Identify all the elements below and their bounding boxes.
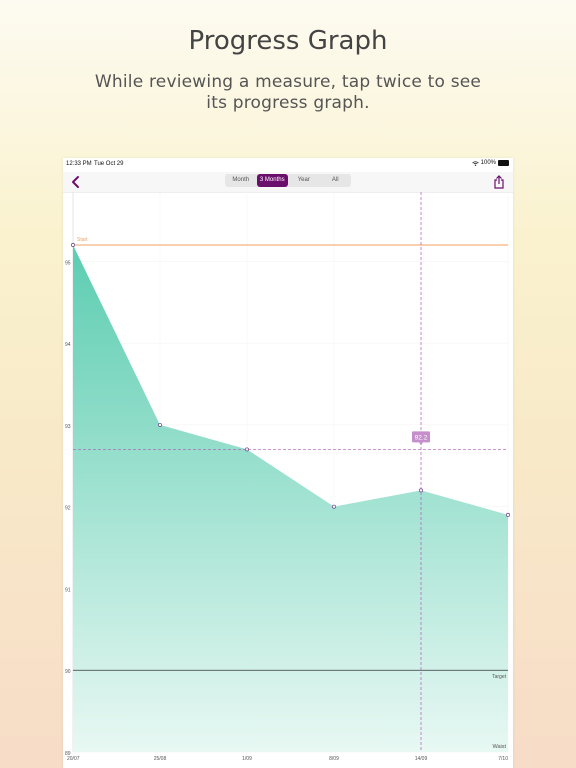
status-bar: 12:33 PM Tue Oct 29 100%	[63, 158, 513, 172]
share-icon[interactable]	[493, 175, 505, 189]
promo-title: Progress Graph	[188, 26, 388, 56]
y-tick-label: 93	[65, 424, 71, 430]
data-point[interactable]	[506, 512, 510, 517]
target-label: Target	[492, 674, 507, 680]
y-tick-label: 90	[65, 669, 71, 675]
nav-bar: Month 3 Months Year All	[63, 172, 513, 193]
tooltip-pointer	[419, 442, 423, 446]
y-tick-label: 89	[65, 751, 71, 757]
x-tick-label: 1/09	[242, 756, 252, 762]
x-tick-label: 7/10	[498, 756, 508, 762]
range-segmented-control: Month 3 Months Year All	[225, 174, 351, 187]
status-indicators: 100%	[471, 160, 509, 166]
device-screen: 12:33 PM Tue Oct 29 100% Month 3 Months …	[63, 158, 513, 768]
y-tick-label: 94	[65, 342, 71, 348]
data-point[interactable]	[332, 504, 336, 509]
y-tick-label: 91	[65, 587, 71, 593]
x-tick-label: 14/09	[415, 756, 428, 762]
y-tick-label: 92	[65, 506, 71, 512]
measure-label: Waist	[492, 744, 506, 750]
area-fill	[73, 245, 508, 752]
x-tick-label: 25/08	[154, 756, 167, 762]
battery-icon	[498, 160, 509, 166]
tooltip-value: 92.2	[415, 434, 428, 441]
value-tooltip: 92.2	[412, 431, 430, 446]
data-point[interactable]	[158, 422, 162, 427]
progress-chart[interactable]: 95 94 93 92 91 90 89 Start Target 92.2 20/07 25/08 1…	[63, 192, 513, 768]
chevron-left-icon[interactable]	[69, 174, 83, 190]
wifi-icon	[471, 160, 479, 166]
data-point[interactable]	[419, 488, 423, 493]
start-label: Start	[77, 237, 88, 243]
status-date: Tue Oct 29	[94, 161, 124, 167]
tooltip-bubble	[412, 431, 430, 443]
y-tick-label: 95	[65, 260, 71, 266]
segment-all[interactable]: All	[331, 177, 339, 183]
data-point[interactable]	[71, 243, 75, 247]
battery-percent: 100%	[480, 160, 496, 166]
x-tick-label: 8/09	[329, 756, 339, 762]
segment-year[interactable]: Year	[297, 177, 310, 183]
segment-month[interactable]: Month	[232, 177, 250, 183]
segment-3-months[interactable]: 3 Months	[256, 174, 288, 187]
data-point[interactable]	[245, 447, 249, 452]
x-tick-label: 20/07	[67, 756, 80, 762]
status-time: 12:33 PM	[66, 161, 92, 167]
promo-subtitle: While reviewing a measure, tap twice to …	[94, 72, 482, 113]
